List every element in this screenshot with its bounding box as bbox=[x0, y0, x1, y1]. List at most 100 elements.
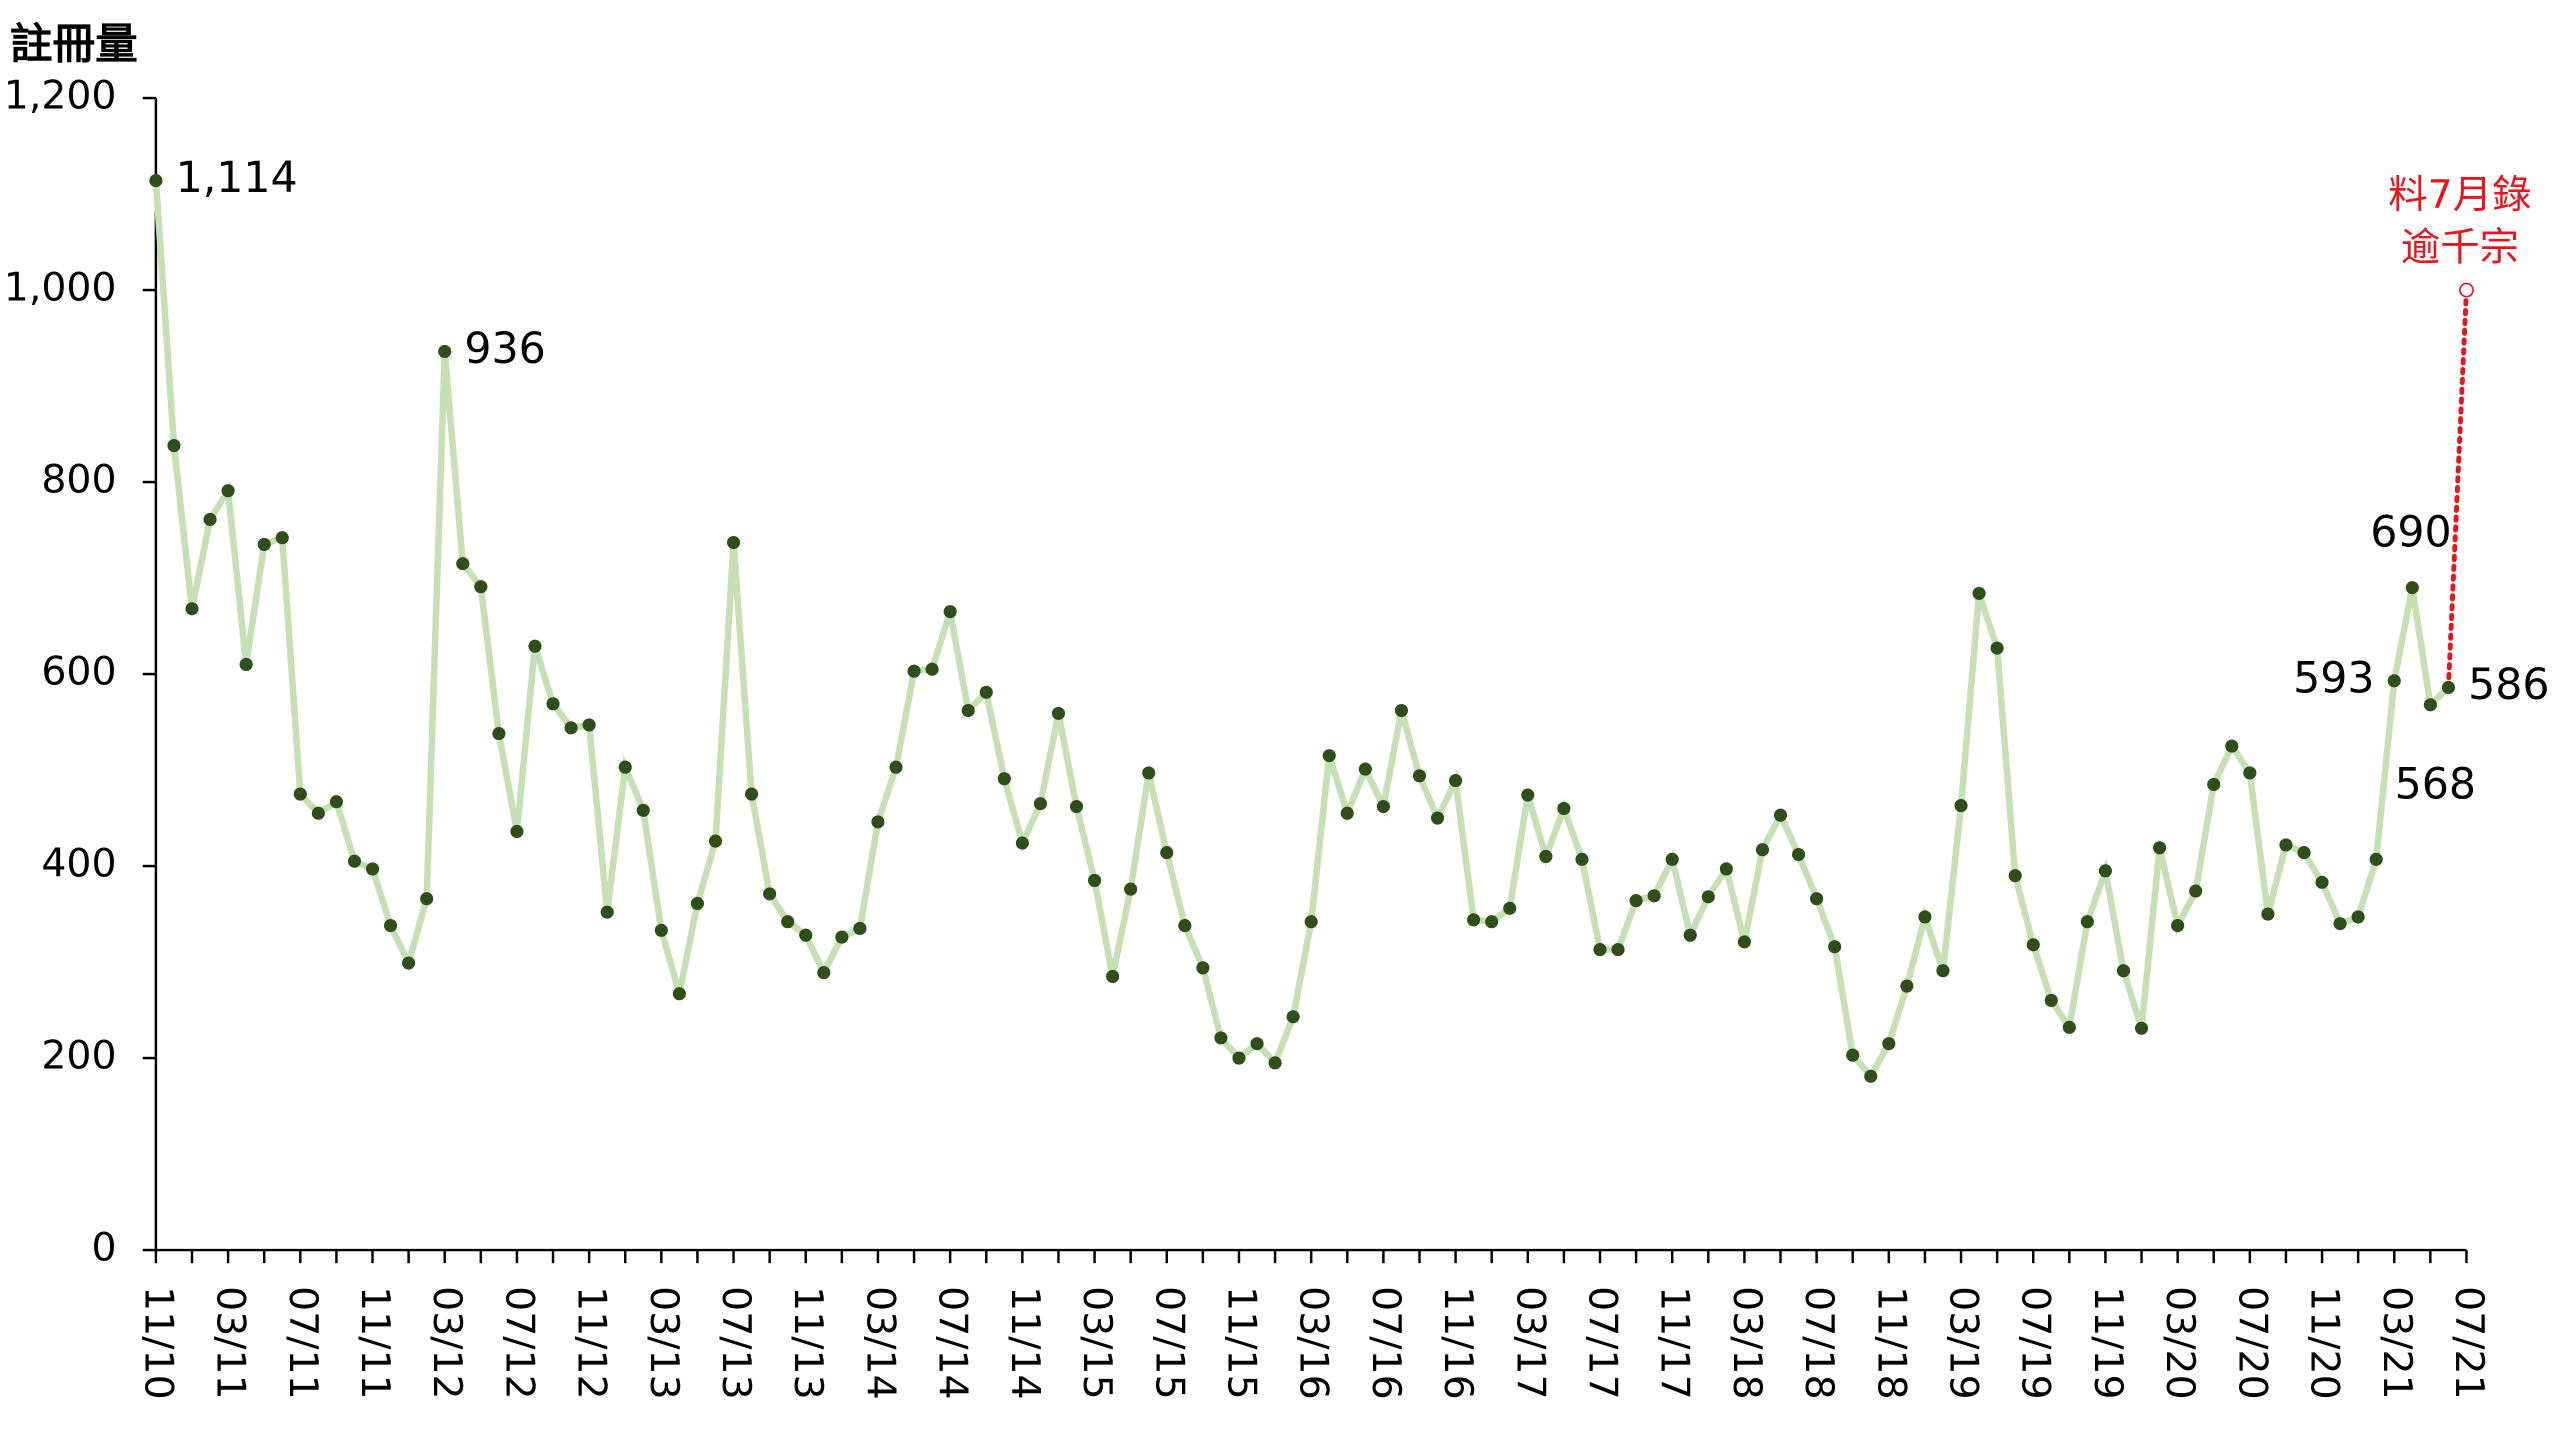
data-point bbox=[1846, 1048, 1860, 1062]
data-point bbox=[311, 806, 325, 820]
data-label: 593 bbox=[2293, 653, 2374, 703]
data-point bbox=[1196, 961, 1210, 975]
data-point bbox=[1629, 894, 1643, 908]
data-point bbox=[221, 484, 235, 498]
data-point bbox=[1575, 852, 1589, 866]
annotation-text: 逾千宗 bbox=[2401, 225, 2519, 271]
data-point bbox=[1810, 892, 1824, 906]
y-tick-label: 1,200 bbox=[4, 73, 117, 119]
series-line bbox=[152, 180, 2451, 1083]
data-point bbox=[781, 915, 795, 929]
x-tick-label: 07/16 bbox=[1363, 1286, 1409, 1399]
data-point bbox=[275, 531, 289, 545]
data-point bbox=[1485, 915, 1499, 929]
x-tick-label: 11/17 bbox=[1652, 1286, 1698, 1399]
x-tick-label: 11/13 bbox=[785, 1286, 831, 1399]
data-point bbox=[1719, 862, 1733, 876]
data-point bbox=[907, 664, 921, 678]
x-tick-label: 03/19 bbox=[1941, 1286, 1987, 1399]
data-point bbox=[1990, 641, 2004, 655]
data-point bbox=[1142, 766, 1156, 780]
y-tick-label: 1,000 bbox=[4, 265, 117, 311]
data-point bbox=[2333, 917, 2347, 931]
data-point bbox=[600, 905, 614, 919]
x-tick-label: 07/14 bbox=[930, 1286, 976, 1399]
x-tick-label: 11/20 bbox=[2302, 1286, 2348, 1399]
data-point bbox=[817, 966, 831, 980]
x-tick-label: 03/11 bbox=[208, 1286, 254, 1399]
data-point bbox=[546, 697, 560, 711]
data-point bbox=[1954, 799, 1968, 813]
data-point bbox=[1051, 706, 1066, 720]
data-point bbox=[654, 923, 668, 937]
data-point bbox=[420, 892, 434, 906]
data-point bbox=[1900, 979, 1914, 993]
data-point bbox=[1033, 797, 1047, 811]
data-point bbox=[871, 815, 885, 829]
data-point bbox=[1918, 910, 1932, 924]
data-point bbox=[799, 928, 813, 942]
data-label: 690 bbox=[2370, 508, 2451, 558]
x-tick-label: 03/20 bbox=[2157, 1286, 2203, 1399]
data-point bbox=[1647, 889, 1661, 903]
data-point bbox=[1069, 799, 1084, 814]
data-point bbox=[2243, 766, 2257, 780]
data-point bbox=[2351, 910, 2365, 924]
x-tick-label: 11/12 bbox=[569, 1286, 615, 1399]
data-point bbox=[1972, 586, 1986, 600]
data-point bbox=[329, 795, 343, 809]
data-point bbox=[1611, 943, 1625, 957]
data-point bbox=[745, 787, 759, 801]
y-tick-label: 400 bbox=[41, 841, 116, 887]
data-point bbox=[474, 580, 488, 594]
x-tick-label: 11/15 bbox=[1218, 1286, 1264, 1399]
data-label: 568 bbox=[2395, 759, 2476, 809]
data-point bbox=[1467, 913, 1481, 927]
data-point bbox=[239, 657, 253, 672]
data-point bbox=[1683, 928, 1697, 942]
data-point bbox=[1412, 769, 1427, 783]
x-tick-label: 07/17 bbox=[1580, 1286, 1626, 1399]
data-point bbox=[690, 896, 704, 911]
data-point bbox=[2008, 869, 2022, 883]
data-point bbox=[1755, 843, 1770, 857]
x-tick-label: 11/16 bbox=[1435, 1286, 1481, 1399]
x-tick-label: 03/15 bbox=[1074, 1286, 1120, 1399]
x-tick-label: 07/19 bbox=[2013, 1286, 2059, 1399]
x-tick-label: 11/10 bbox=[135, 1286, 181, 1399]
data-point bbox=[1340, 806, 1354, 820]
data-point bbox=[2441, 680, 2455, 695]
data-point bbox=[2225, 739, 2239, 753]
data-point bbox=[528, 639, 542, 653]
data-point bbox=[1250, 1037, 1264, 1051]
data-point bbox=[1358, 762, 1372, 776]
data-point bbox=[1936, 964, 1950, 978]
data-point bbox=[185, 602, 199, 616]
x-tick-label: 03/16 bbox=[1291, 1286, 1337, 1399]
data-label: 936 bbox=[464, 324, 545, 374]
data-point bbox=[618, 760, 632, 774]
data-point bbox=[2098, 864, 2112, 878]
data-point bbox=[1521, 788, 1535, 802]
data-point bbox=[492, 727, 506, 741]
data-point bbox=[1214, 1031, 1228, 1045]
data-point bbox=[1882, 1037, 1896, 1051]
data-point bbox=[1449, 774, 1463, 788]
data-point bbox=[1160, 846, 1174, 860]
data-point bbox=[2153, 841, 2167, 855]
data-point bbox=[2116, 964, 2131, 978]
data-point bbox=[1106, 969, 1120, 984]
data-point bbox=[347, 854, 362, 868]
x-tick-label: 03/18 bbox=[1724, 1286, 1770, 1399]
data-point bbox=[943, 605, 957, 619]
data-point bbox=[257, 537, 271, 552]
data-point bbox=[2387, 674, 2401, 688]
data-label: 586 bbox=[2468, 660, 2549, 710]
data-point bbox=[1430, 811, 1445, 825]
data-point bbox=[979, 685, 993, 699]
data-point bbox=[889, 760, 903, 774]
annotation-text: 料7月錄 bbox=[2388, 172, 2531, 218]
data-point bbox=[1864, 1069, 1878, 1083]
